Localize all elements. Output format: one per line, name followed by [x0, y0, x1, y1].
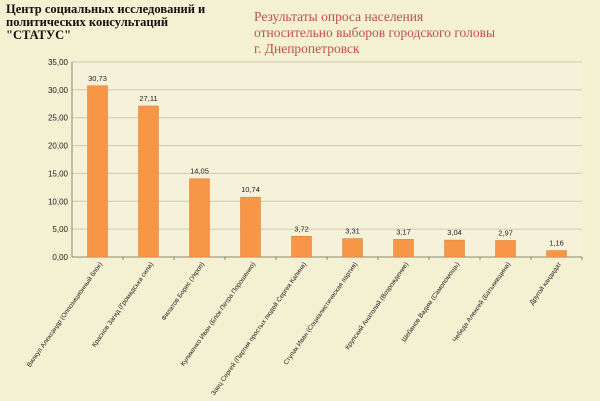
bar	[444, 239, 465, 258]
title-line: г. Днепропетровск	[254, 41, 360, 56]
category-label: Заец Сергей (Партия простых людей Сергея…	[209, 261, 308, 397]
bar	[291, 236, 312, 258]
bar	[546, 250, 567, 258]
bar	[189, 178, 210, 258]
category-label: Крупский Анатолий (Возрождение)	[343, 261, 410, 351]
data-label: 3,17	[396, 227, 411, 236]
organization-name: Центр социальных исследований и политиче…	[6, 3, 256, 42]
y-tick-label: 20,00	[48, 142, 69, 151]
data-label: 10,74	[241, 185, 260, 194]
data-label: 1,16	[549, 239, 564, 248]
title-line: относительно выборов городского головы	[254, 25, 496, 40]
data-label: 27,11	[139, 94, 157, 103]
data-label: 30,73	[88, 74, 107, 83]
category-label: Филатов Борис (Укроп)	[161, 261, 207, 322]
bar	[240, 196, 261, 258]
bar	[393, 239, 414, 258]
y-tick-label: 30,00	[48, 86, 69, 95]
category-label: Шебанов Вадим (Самопомощь)	[400, 261, 461, 344]
bar	[138, 105, 159, 258]
bar	[87, 85, 108, 258]
y-tick-label: 15,00	[48, 169, 69, 178]
category-label: Краснов Загид (Громадська сила)	[91, 261, 155, 348]
y-tick-label: 25,00	[48, 114, 69, 123]
org-line: политических консультаций	[6, 15, 169, 29]
y-tick-label: 5,00	[52, 225, 68, 234]
y-tick-label: 35,00	[48, 58, 69, 67]
data-label: 2,97	[498, 228, 513, 237]
y-tick-label: 10,00	[48, 197, 69, 206]
org-line: Центр социальных исследований и	[6, 2, 206, 16]
bar	[342, 238, 363, 258]
bar	[495, 240, 516, 258]
data-label: 14,05	[190, 167, 209, 176]
category-label: Другой кандидат	[528, 261, 563, 307]
survey-title: Результаты опроса населения относительно…	[254, 9, 594, 57]
data-label: 3,72	[294, 224, 309, 233]
title-line: Результаты опроса населения	[254, 9, 424, 24]
category-label: Чебеда Алексей (Батькивщина)	[451, 261, 512, 344]
data-label: 3,31	[345, 227, 360, 236]
category-label: Вилкул Александр (Оппозиционный блок)	[25, 261, 104, 369]
org-line: "СТАТУС"	[6, 28, 72, 42]
y-tick-label: 0,00	[52, 253, 68, 262]
data-label: 3,04	[447, 228, 462, 237]
